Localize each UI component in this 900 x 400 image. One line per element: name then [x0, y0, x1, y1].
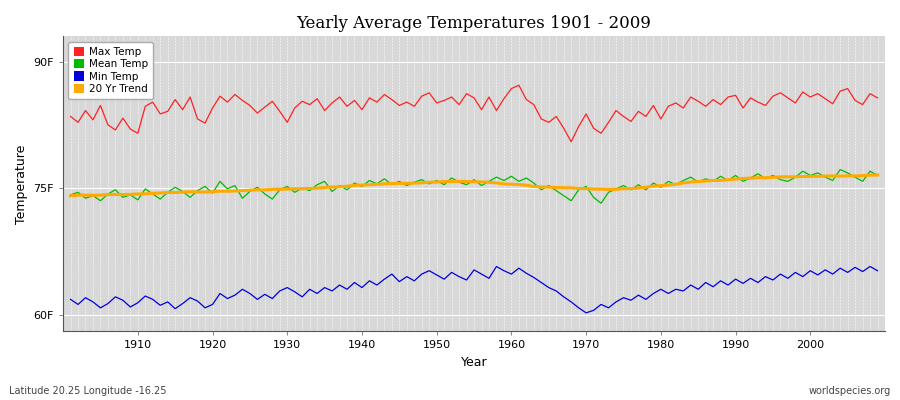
Max Temp: [65, 114, 76, 119]
Min Temp: [506, 272, 517, 276]
Mean Temp: [603, 190, 614, 195]
20 Yr Trend: [506, 182, 517, 187]
Min Temp: [289, 289, 300, 294]
Mean Temp: [334, 183, 345, 188]
Line: Mean Temp: Mean Temp: [70, 170, 878, 203]
Mean Temp: [289, 190, 300, 195]
Min Temp: [872, 268, 883, 273]
Max Temp: [334, 95, 345, 100]
Min Temp: [580, 310, 591, 315]
Min Temp: [610, 300, 621, 304]
Mean Temp: [596, 201, 607, 206]
Title: Yearly Average Temperatures 1901 - 2009: Yearly Average Temperatures 1901 - 2009: [297, 15, 652, 32]
Mean Temp: [835, 167, 846, 172]
Mean Temp: [506, 174, 517, 179]
Mean Temp: [125, 192, 136, 197]
20 Yr Trend: [125, 192, 136, 197]
Mean Temp: [65, 192, 76, 197]
20 Yr Trend: [334, 184, 345, 189]
Min Temp: [491, 264, 502, 269]
20 Yr Trend: [872, 172, 883, 177]
Text: worldspecies.org: worldspecies.org: [809, 386, 891, 396]
Legend: Max Temp, Mean Temp, Min Temp, 20 Yr Trend: Max Temp, Mean Temp, Min Temp, 20 Yr Tre…: [68, 42, 154, 99]
Max Temp: [610, 108, 621, 113]
Min Temp: [125, 304, 136, 309]
Min Temp: [514, 266, 525, 270]
Mean Temp: [872, 173, 883, 178]
Mean Temp: [499, 178, 509, 183]
Line: 20 Yr Trend: 20 Yr Trend: [70, 175, 878, 196]
20 Yr Trend: [65, 193, 76, 198]
X-axis label: Year: Year: [461, 356, 488, 369]
Max Temp: [289, 106, 300, 110]
Line: Min Temp: Min Temp: [70, 266, 878, 313]
20 Yr Trend: [499, 182, 509, 186]
Text: Latitude 20.25 Longitude -16.25: Latitude 20.25 Longitude -16.25: [9, 386, 166, 396]
Line: Max Temp: Max Temp: [70, 85, 878, 142]
Max Temp: [872, 96, 883, 100]
Min Temp: [65, 297, 76, 302]
Max Temp: [506, 86, 517, 91]
Max Temp: [514, 83, 525, 88]
Max Temp: [125, 127, 136, 132]
20 Yr Trend: [289, 186, 300, 191]
Max Temp: [499, 96, 509, 101]
Min Temp: [334, 283, 345, 288]
Max Temp: [566, 139, 577, 144]
20 Yr Trend: [596, 187, 607, 192]
Y-axis label: Temperature: Temperature: [15, 144, 28, 224]
